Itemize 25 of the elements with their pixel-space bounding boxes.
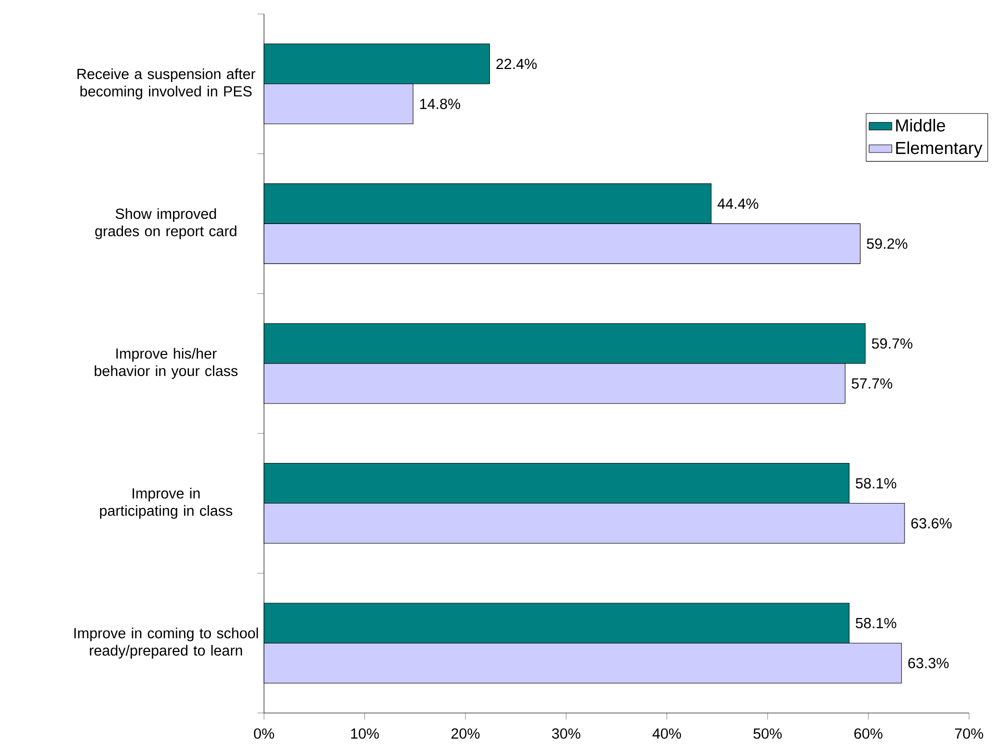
y-tick-label: Show improved grades on report card (95, 208, 236, 240)
data-label: 59.7% (872, 338, 912, 349)
y-tick-label: Improve in coming to school ready/prepared to learn (74, 628, 258, 659)
x-tick-label: 40% (652, 728, 681, 739)
y-tick-label: Receive a suspension after becoming involved in PES (77, 68, 256, 100)
x-tick-label: 50% (753, 728, 782, 739)
x-tick-label: 10% (351, 728, 379, 739)
data-label: 59.2% (866, 238, 908, 249)
x-tick-label: 70% (955, 728, 984, 739)
legend-label: Middle (896, 118, 946, 132)
x-tick-label: 0% (254, 728, 274, 739)
data-label: 58.1% (856, 478, 896, 488)
data-label: 63.6% (911, 518, 952, 528)
x-tick-label: 30% (552, 728, 580, 739)
legend-label: Elementary (896, 141, 982, 158)
data-label: 57.7% (852, 378, 892, 389)
data-label: 22.4% (496, 58, 537, 70)
data-label: 58.1% (856, 618, 896, 628)
y-tick-label: Improve his/her behavior in your class (94, 348, 238, 379)
data-label: 14.8% (420, 98, 460, 110)
x-tick-label: 60% (854, 728, 882, 739)
x-tick-label: 20% (451, 728, 480, 739)
data-label: 63.3% (908, 658, 949, 668)
data-label: 44.4% (718, 198, 758, 209)
y-tick-label: Improve in participating in class (100, 488, 232, 519)
